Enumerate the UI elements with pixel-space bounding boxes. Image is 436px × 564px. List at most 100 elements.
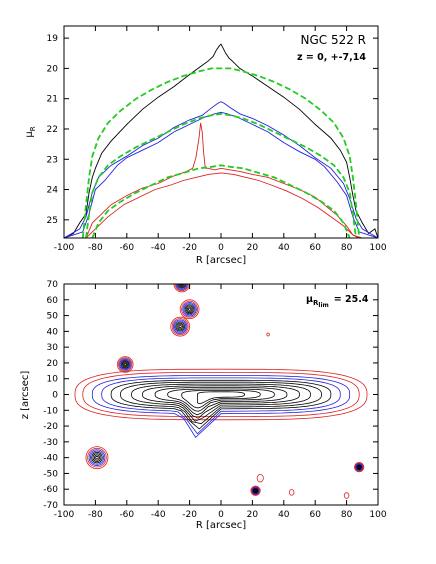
- star-isophote: [181, 300, 199, 318]
- star-isophote: [357, 465, 361, 469]
- contour-xtick-label: 20: [247, 510, 259, 520]
- profile-xtick-label: 100: [369, 243, 386, 253]
- profile-series-line: [64, 122, 378, 238]
- profile-xtick-label: 60: [309, 243, 321, 253]
- star-isophote: [121, 360, 130, 369]
- star-isophote: [179, 299, 200, 320]
- faint-knot-isophote: [343, 492, 350, 499]
- contour-xlabel: R [arcsec]: [196, 520, 246, 531]
- profile-ylabel-sub: R: [29, 126, 37, 131]
- star-isophote: [354, 462, 364, 472]
- disk-isophote: [120, 381, 322, 425]
- star-isophote: [177, 284, 186, 289]
- star-isophote: [254, 489, 257, 492]
- star-isophote: [176, 322, 184, 331]
- profile-panel: -100 -80 -60 -40 -20 0 20 40 60 80 100 19 20 21 22 23 24…: [24, 25, 387, 266]
- profile-series-line: [91, 164, 351, 238]
- contour-ytick-label: -10: [43, 406, 58, 416]
- contour-ticks: -100 -80 -60 -40 -20 0 20 40 60 80 100-70-60-50-40…: [43, 280, 387, 520]
- profile-series-line: [64, 172, 378, 238]
- disk-isophote: [142, 385, 300, 419]
- star-isophote: [91, 451, 103, 464]
- star-isophote: [186, 306, 193, 312]
- star-isophote: [122, 362, 128, 367]
- profile-series-line: [64, 43, 378, 238]
- profile-xtick-label: -40: [151, 243, 166, 253]
- star-isophote: [89, 450, 104, 465]
- star-isophote: [250, 485, 261, 496]
- star-isophote: [85, 446, 109, 470]
- disk-isophote: [74, 368, 368, 421]
- disk-isophote: [181, 390, 261, 409]
- contour-ytick-label: 40: [47, 327, 59, 337]
- star-isophote: [175, 321, 186, 332]
- disk-isophote: [91, 375, 351, 439]
- disk-isophote: [110, 379, 332, 430]
- star-isophote: [93, 454, 101, 461]
- contour-annotation-main: μ: [306, 294, 313, 305]
- star-isophote: [87, 447, 107, 468]
- contour-xtick-label: -80: [88, 510, 103, 520]
- profile-series-line: [64, 101, 378, 238]
- star-isophote: [253, 488, 258, 493]
- disk-isophote: [196, 391, 245, 404]
- profile-ytick-label: 25: [47, 216, 58, 226]
- contour-xtick-label: -100: [54, 510, 75, 520]
- contour-ytick-label: -70: [43, 501, 58, 511]
- star-isophote: [183, 303, 196, 316]
- star-isophote: [252, 488, 259, 494]
- contour-ytick-label: 30: [47, 343, 59, 353]
- star-isophote: [174, 320, 187, 333]
- contour-annotation-value: = 25.4: [334, 294, 369, 305]
- profile-ytick-label: 20: [47, 64, 59, 74]
- star-isophote: [170, 316, 190, 337]
- profile-xtick-label: 80: [341, 243, 353, 253]
- profile-ytick-label: 19: [47, 34, 59, 44]
- star-isophote: [252, 487, 259, 495]
- disk-isophote: [167, 388, 275, 412]
- star-isophote: [92, 453, 102, 462]
- profile-ytick-label: 22: [47, 125, 58, 135]
- profile-series-line: [64, 111, 378, 238]
- contour-ytick-label: 10: [47, 375, 59, 385]
- contour-ytick-label: -40: [43, 454, 58, 464]
- star-isophote: [178, 325, 182, 329]
- contour-ytick-label: -60: [43, 485, 58, 495]
- contour-annotation: μRlim = 25.4: [306, 294, 369, 309]
- star-isophote: [357, 465, 362, 470]
- star-isophote: [355, 463, 363, 471]
- contour-xtick-label: -40: [151, 510, 166, 520]
- profile-title: NGC 522 R: [300, 33, 366, 47]
- profile-plot-area: [64, 43, 378, 238]
- profile-xtick-label: -80: [88, 243, 103, 253]
- contour-panel: -100 -80 -60 -40 -20 0 20 40 60 80 100-70-60-50-40…: [20, 280, 387, 531]
- contour-ytick-label: 20: [47, 359, 59, 369]
- faint-knot-isophote: [288, 489, 295, 496]
- contour-ylabel: z [arcsec]: [20, 371, 31, 420]
- contour-ytick-label: 60: [47, 296, 59, 306]
- contour-ytick-label: -30: [43, 438, 58, 448]
- star-isophote: [173, 284, 190, 293]
- star-isophote: [175, 284, 188, 291]
- star-isophote: [254, 489, 258, 493]
- profile-series-line: [81, 67, 361, 238]
- disk-isophote: [131, 383, 311, 422]
- contour-xtick-label: 40: [278, 510, 290, 520]
- contour-xtick-label: 0: [218, 510, 224, 520]
- star-isophote: [179, 284, 185, 287]
- disk-isophote: [101, 377, 341, 435]
- profile-xtick-label: 20: [247, 243, 259, 253]
- star-isophote: [184, 304, 195, 315]
- profile-series-line: [85, 112, 357, 238]
- star-isophote: [356, 464, 362, 470]
- contour-ytick-label: 0: [52, 391, 58, 401]
- disk-isophote: [82, 372, 360, 417]
- faint-knot-isophote: [266, 332, 270, 337]
- contour-ytick-label: -50: [43, 469, 58, 479]
- star-isophote: [88, 449, 106, 466]
- star-isophote: [123, 363, 127, 366]
- profile-xtick-label: 0: [218, 243, 224, 253]
- profile-ylabel-main: μ: [24, 131, 35, 138]
- contour-annotation-subsub: lim: [318, 302, 328, 309]
